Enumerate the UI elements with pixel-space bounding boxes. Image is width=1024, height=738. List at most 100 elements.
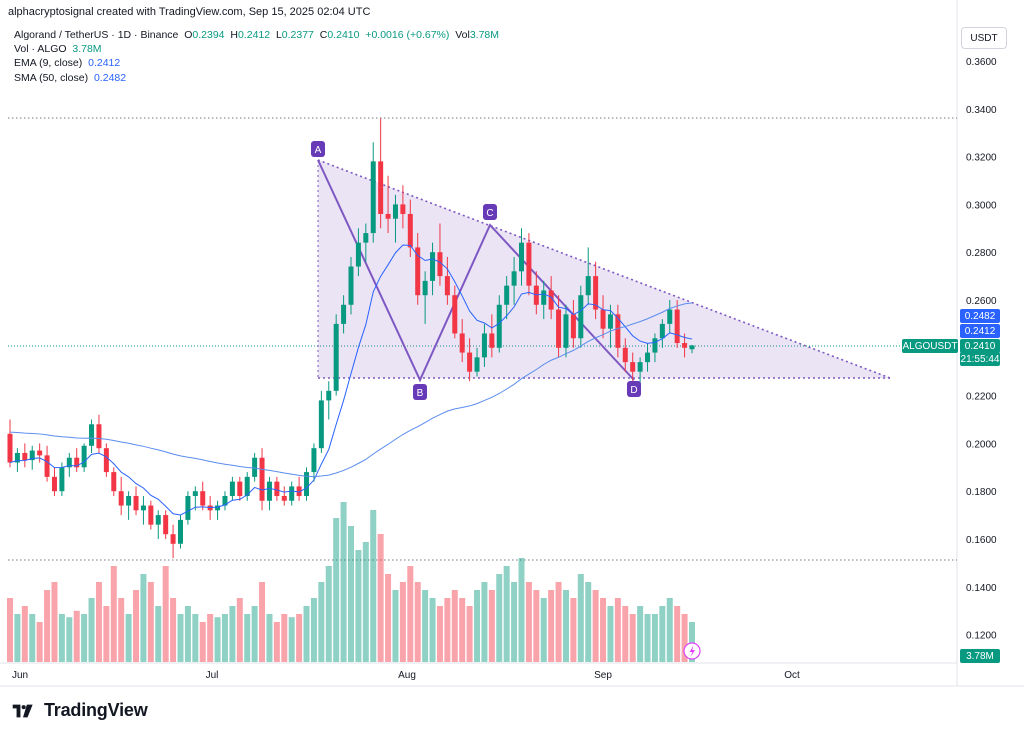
volume-bar [562,590,569,662]
candle [645,343,651,372]
volume-bar [459,598,466,662]
legend-close: 0.2410 [327,29,360,41]
volume-bar [451,590,458,662]
candle-body [192,491,198,496]
candle [674,300,680,348]
volume-bar [689,622,695,662]
volume-bar [481,582,488,662]
candle-body [200,491,206,506]
candle [229,476,235,501]
candle [689,344,695,354]
candle-body [504,285,510,305]
candle-body [667,309,673,324]
volume-bar [296,614,303,662]
tradingview-brand-name: TradingView [44,700,148,720]
candle-body [563,314,569,348]
candle-body [363,233,369,243]
candle [318,390,324,453]
legend-volume-row[interactable]: Vol · ALGO 3.78M [14,42,499,56]
price-tick-label: 0.1600 [966,535,997,546]
candle-body [244,476,250,496]
volume-bars [7,502,695,662]
candle-body [652,338,658,353]
candle [511,256,517,305]
candle [341,295,347,334]
time-tick-label: Oct [784,670,800,681]
volume-bar [310,598,317,662]
volume-bar [533,590,540,662]
volume-bar [73,610,80,662]
pattern-point-badge [627,381,641,397]
legend-symbol-row[interactable]: Algorand / TetherUS · 1D · Binance O0.23… [14,28,499,42]
candle [333,314,339,396]
candle [415,233,421,305]
candle [185,491,191,525]
candle-body [622,347,628,363]
price-tick-label: 0.2200 [966,392,997,403]
ema-price-tag: 0.2412 [960,324,1000,338]
candle [570,300,576,348]
legend-sma-row[interactable]: SMA (50, close) 0.2482 [14,71,499,85]
candle-body [304,472,310,496]
volume-bar [540,598,547,662]
candle [630,352,636,382]
volume-bar [392,590,399,662]
triangle-pattern[interactable] [317,159,891,383]
candle-body [674,309,680,344]
volume-tag: 3.78M [960,649,1000,663]
candle-body [430,252,436,281]
volume-bar [422,590,429,662]
candle-body [355,242,361,267]
price-scale[interactable]: 0.3600 0.3400 0.3200 0.3000 0.2800 0.2600 0.22… [966,57,997,642]
volume-bar [348,526,354,662]
candle [355,228,361,277]
candle-body [407,213,413,248]
candle-body [637,362,643,372]
volume-bar [36,622,43,662]
candle-body [326,390,332,401]
candle [481,323,487,367]
candle [459,319,465,363]
candle-body [281,495,287,501]
candlesticks[interactable] [7,118,695,559]
candle [563,304,569,358]
candle [51,467,57,496]
time-scale[interactable]: Jun Jul Aug Sep Oct [12,670,800,681]
candle-body [444,276,450,296]
candle [111,467,117,496]
currency-selector-button[interactable]: USDT [961,27,1007,49]
price-tick-label: 0.3400 [966,105,997,116]
legend-ema-row[interactable]: EMA (9, close) 0.2412 [14,56,499,70]
footer-brand[interactable]: TradingView [8,700,148,721]
moving-averages [9,244,693,516]
candle [496,295,502,353]
lightning-icon[interactable] [683,642,701,660]
candle [133,486,139,516]
tradingview-logo-icon [12,704,33,717]
candle-body [126,495,132,506]
candle-body [215,505,221,511]
price-tick-label: 0.2800 [966,248,997,259]
volume-bar [614,598,621,662]
candle-body [178,519,183,544]
volume-bar [622,606,629,662]
volume-bar [14,614,21,662]
candle-body [59,467,65,492]
volume-bar [118,598,125,662]
triangle-upper-line [317,159,891,379]
candle-body [37,450,43,456]
candle [7,419,13,468]
candle-body [163,515,169,535]
sma-price-tag: 0.2482 [960,309,1000,323]
volume-bar [385,574,392,662]
pattern-point-badge [413,384,427,400]
candle-body [341,304,347,324]
candle-body [44,455,50,477]
candle [148,500,154,530]
price-tick-label: 0.3000 [966,200,997,211]
candle-body [578,295,584,339]
candle [556,295,562,358]
candle [118,476,124,516]
last-price-tag: 0.2410 [960,339,1000,353]
